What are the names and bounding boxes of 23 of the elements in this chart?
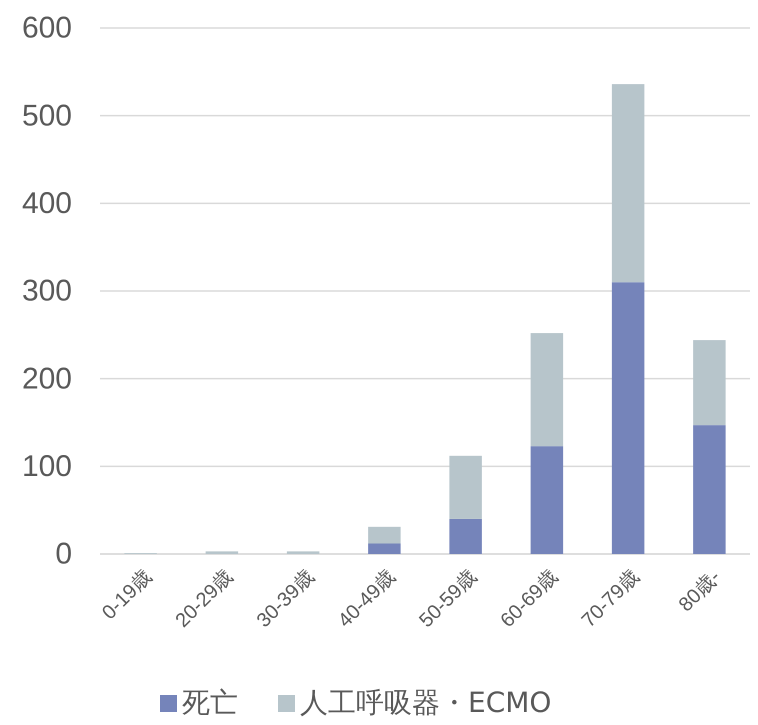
x-tick-label: 0-19歳 <box>98 566 156 624</box>
bar <box>530 333 564 446</box>
legend-label: 死亡 <box>182 686 238 719</box>
bar <box>368 543 401 554</box>
bar <box>286 551 320 554</box>
bar <box>693 425 726 554</box>
y-tick-label: 0 <box>55 538 72 571</box>
bar <box>206 551 238 554</box>
legend-label: 人工呼吸器・ECMO <box>300 686 552 719</box>
bar <box>530 446 564 554</box>
y-tick-label: 500 <box>22 99 72 132</box>
y-tick-label: 400 <box>22 186 72 220</box>
y-tick-label: 100 <box>22 450 72 483</box>
bar <box>368 526 401 544</box>
bar <box>612 84 644 282</box>
bar <box>612 282 644 554</box>
y-tick-label: 300 <box>22 274 72 308</box>
bar <box>693 340 726 426</box>
bar <box>449 456 482 519</box>
y-tick-label: 200 <box>22 362 72 396</box>
y-tick-label: 600 <box>22 12 72 45</box>
x-tick-label: 80歳- <box>674 566 725 616</box>
bar <box>449 518 482 554</box>
